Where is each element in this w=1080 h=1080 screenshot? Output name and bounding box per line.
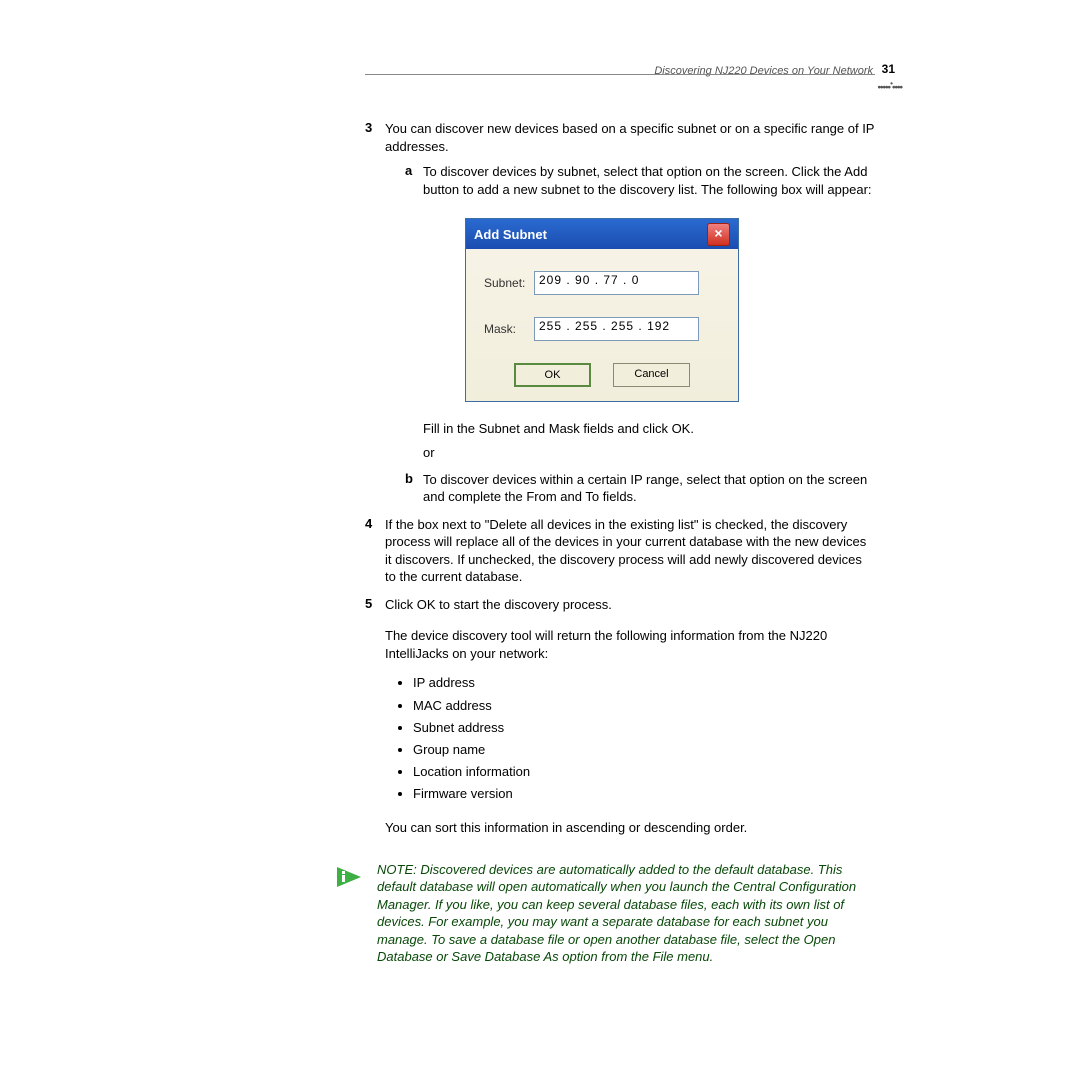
step-text: Click OK to start the discovery process. [385, 596, 612, 614]
page-number: 31 [882, 62, 895, 76]
list-item: MAC address [413, 695, 875, 717]
subnet-label: Subnet: [484, 276, 534, 290]
info-triangle-icon [335, 863, 363, 966]
list-item: Location information [413, 761, 875, 783]
dialog-titlebar: Add Subnet × [466, 219, 738, 249]
info-bullet-list: IP address MAC address Subnet address Gr… [399, 672, 875, 805]
substep-letter: a [405, 163, 423, 198]
list-item: Subnet address [413, 717, 875, 739]
add-subnet-dialog: Add Subnet × Subnet: 209 . 90 . 77 . 0 M… [465, 218, 739, 402]
step-text: You can discover new devices based on a … [385, 120, 875, 155]
page-header-breadcrumb: Discovering NJ220 Devices on Your Networ… [654, 65, 873, 77]
discovery-info-text: The device discovery tool will return th… [385, 627, 875, 662]
mask-label: Mask: [484, 322, 534, 336]
step-5: 5 Click OK to start the discovery proces… [365, 596, 875, 614]
fill-in-text: Fill in the Subnet and Mask fields and c… [423, 420, 875, 438]
step-text: If the box next to "Delete all devices i… [385, 516, 875, 586]
step-number: 5 [365, 596, 385, 614]
note-block: NOTE: Discovered devices are automatical… [335, 861, 875, 966]
subnet-input[interactable]: 209 . 90 . 77 . 0 [534, 271, 699, 295]
note-text: NOTE: Discovered devices are automatical… [377, 861, 875, 966]
step-number: 4 [365, 516, 385, 586]
step-3: 3 You can discover new devices based on … [365, 120, 875, 155]
close-icon[interactable]: × [707, 223, 730, 246]
list-item: Group name [413, 739, 875, 761]
cancel-button[interactable]: Cancel [613, 363, 690, 387]
header-rule [365, 74, 875, 75]
mask-input[interactable]: 255 . 255 . 255 . 192 [534, 317, 699, 341]
list-item: Firmware version [413, 783, 875, 805]
header-decoration: •••••••••• [878, 78, 902, 93]
dialog-title-text: Add Subnet [474, 227, 547, 242]
step-number: 3 [365, 120, 385, 155]
step-3b: b To discover devices within a certain I… [405, 471, 875, 506]
substep-letter: b [405, 471, 423, 506]
substep-text: To discover devices within a certain IP … [423, 471, 875, 506]
or-text: or [423, 444, 875, 462]
substep-text: To discover devices by subnet, select th… [423, 163, 875, 198]
sort-info-text: You can sort this information in ascendi… [385, 819, 875, 837]
ok-button[interactable]: OK [514, 363, 591, 387]
step-4: 4 If the box next to "Delete all devices… [365, 516, 875, 586]
list-item: IP address [413, 672, 875, 694]
step-3a: a To discover devices by subnet, select … [405, 163, 875, 198]
